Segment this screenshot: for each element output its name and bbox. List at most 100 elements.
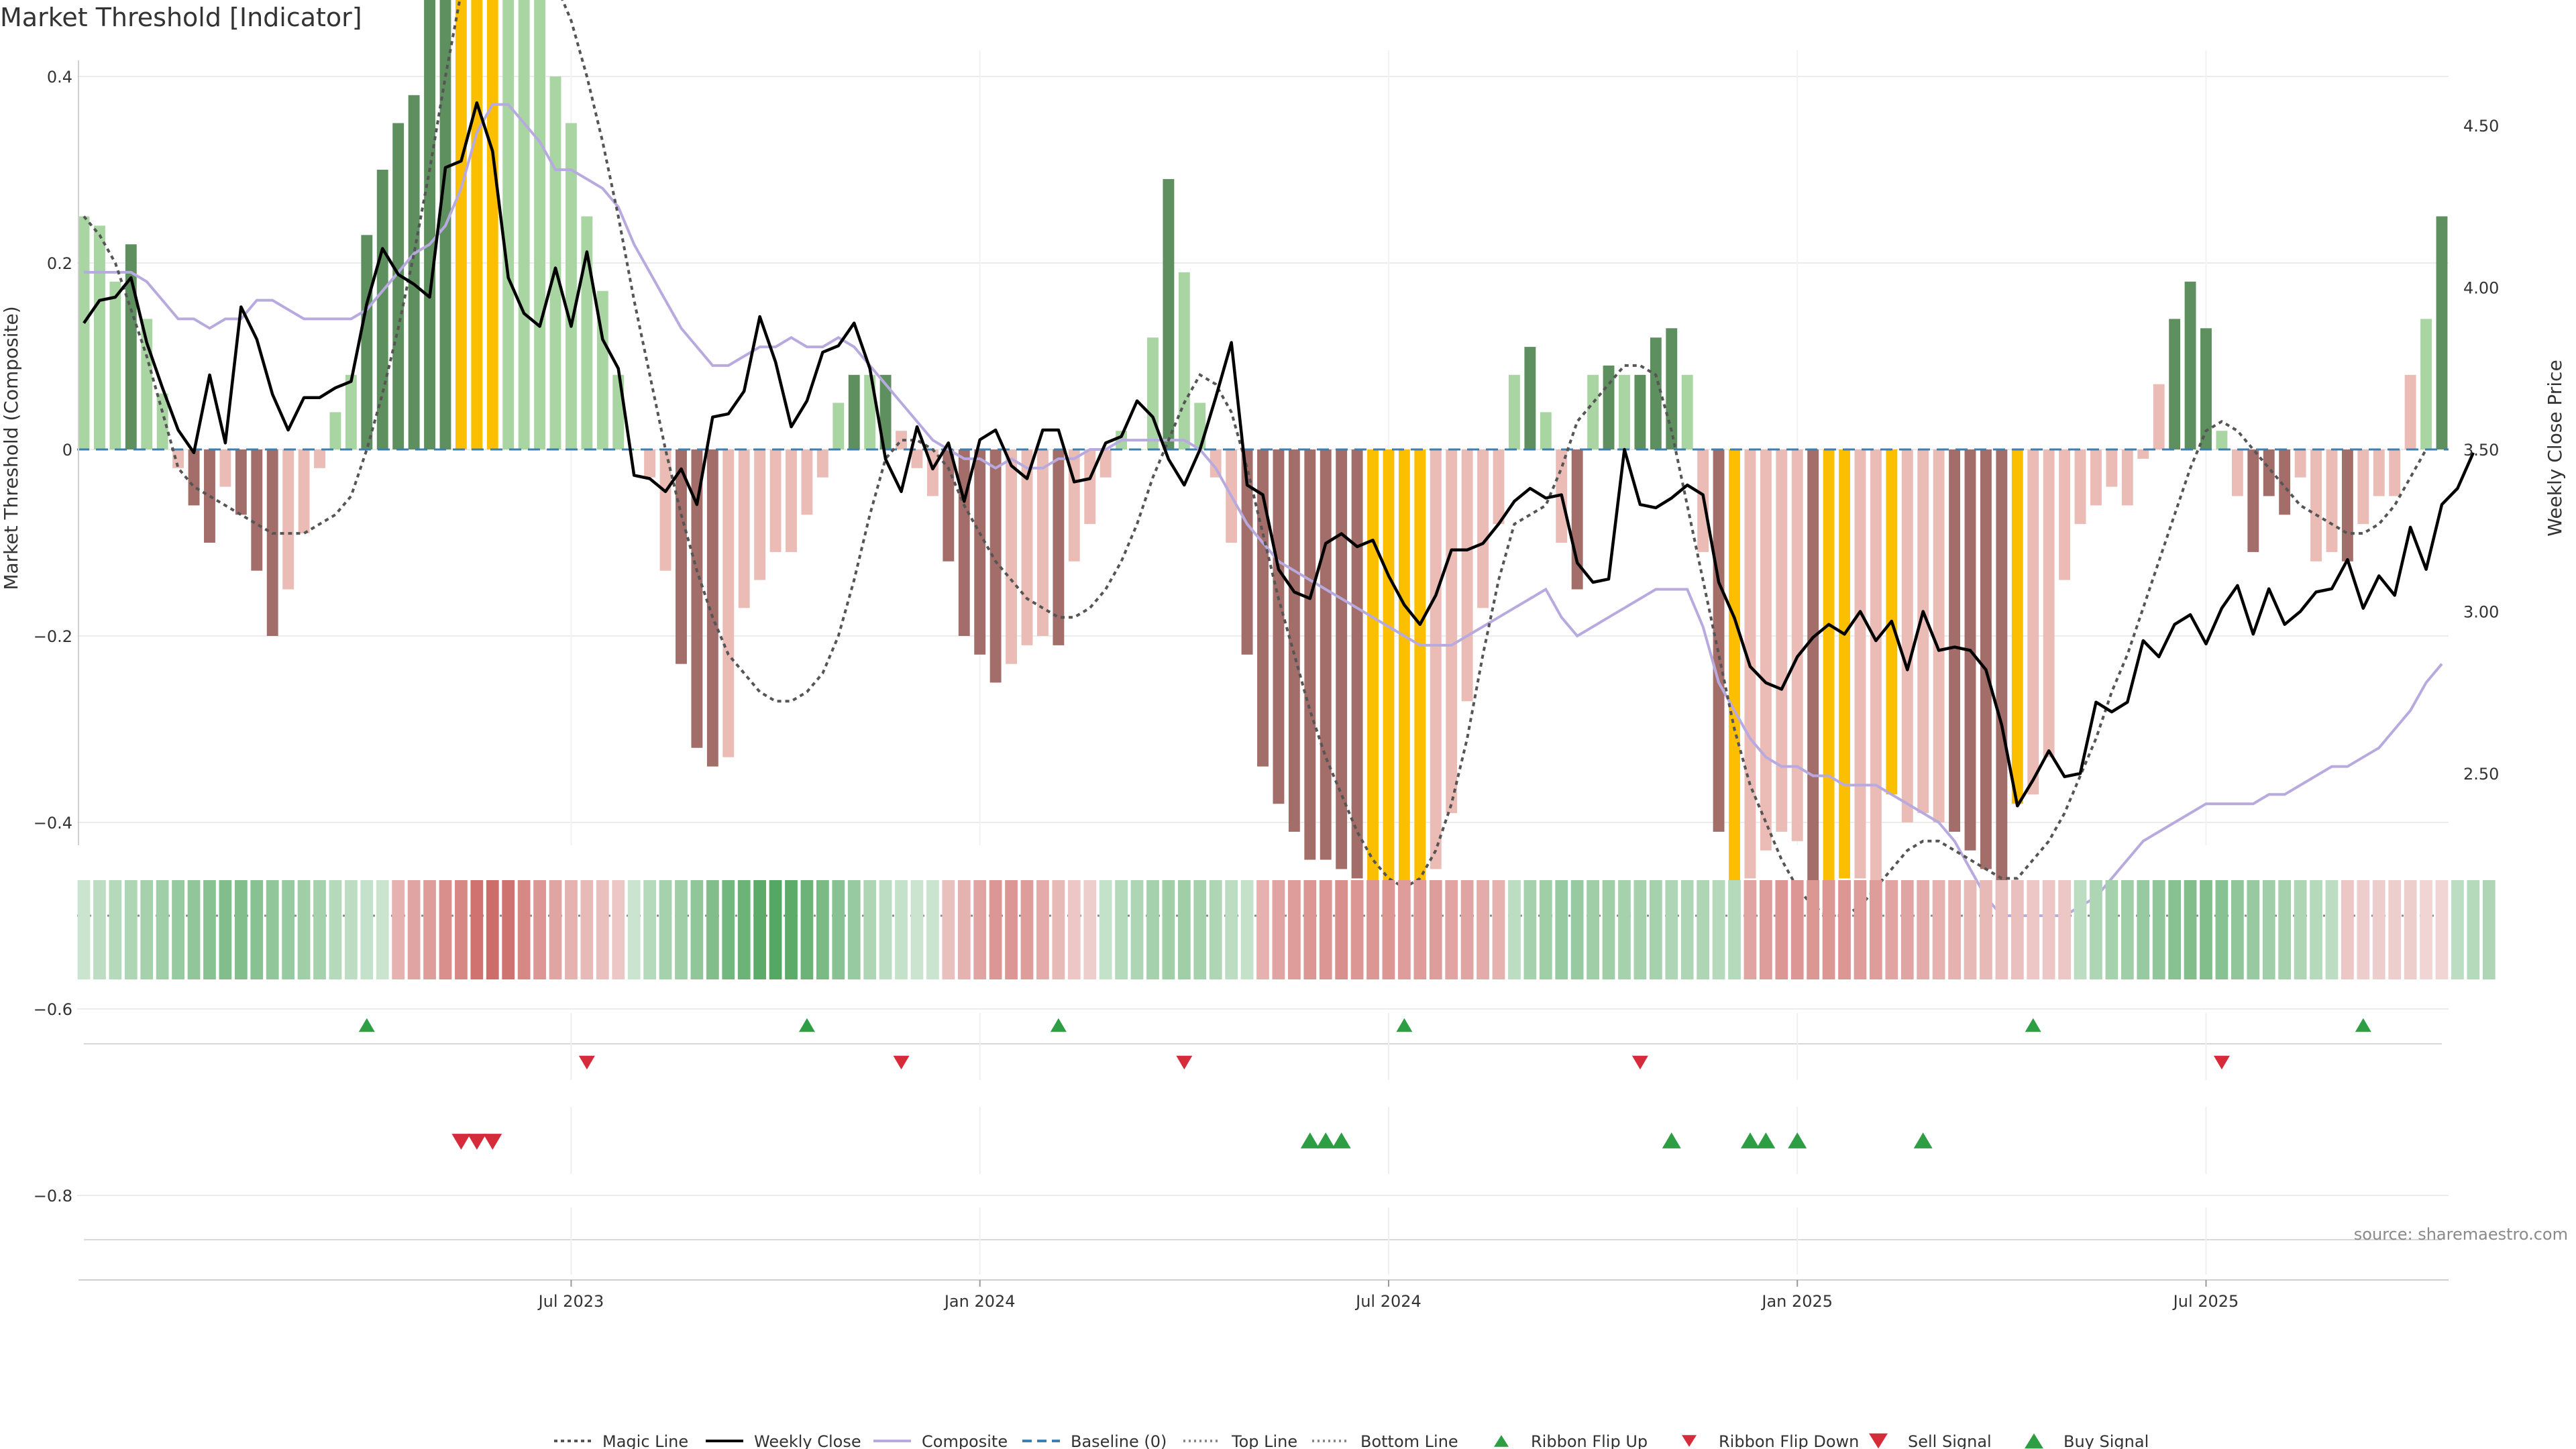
ribbon-cell <box>2231 880 2244 979</box>
ribbon-cell <box>407 880 421 979</box>
composite-bar <box>691 449 703 748</box>
composite-bar <box>2184 281 2196 449</box>
ribbon-cell <box>1083 880 1097 979</box>
ribbon-cell <box>895 880 908 979</box>
legend-item: Weekly Close <box>706 1432 861 1449</box>
x-tick-label: Jul 2024 <box>1354 1292 1421 1311</box>
y-tick-label: 0.4 <box>47 68 72 87</box>
composite-bar <box>219 449 231 487</box>
composite-bar <box>1241 449 1253 655</box>
composite-bar <box>848 374 860 449</box>
composite-bar <box>2200 328 2212 449</box>
composite-bar <box>2404 374 2416 449</box>
y-tick-label: −0.6 <box>34 1000 72 1019</box>
composite-bar <box>2106 449 2118 487</box>
composite-bar <box>235 449 247 515</box>
ribbon-cell <box>1382 880 1395 979</box>
ribbon-cell <box>1005 880 1018 979</box>
ribbon-cell <box>392 880 405 979</box>
composite-bar <box>1634 374 1646 449</box>
ribbon-cell <box>439 880 452 979</box>
legend-item: Baseline (0) <box>1022 1432 1167 1449</box>
ribbon-cell <box>1287 880 1301 979</box>
composite-bar <box>1194 402 1206 449</box>
composite-bar <box>1383 449 1395 934</box>
ribbon-cell <box>2042 880 2055 979</box>
ribbon-cell <box>1680 880 1694 979</box>
legend-label: Sell Signal <box>1908 1432 1992 1449</box>
ribbon-cell <box>1822 880 1835 979</box>
composite-bar <box>879 374 892 449</box>
ribbon-cell <box>1854 880 1867 979</box>
composite-bar <box>1666 328 1678 449</box>
ribbon-cell <box>879 880 892 979</box>
ribbon-flip-down-marker <box>893 1055 910 1070</box>
ribbon-cell <box>93 880 106 979</box>
legend-label: Composite <box>922 1432 1008 1449</box>
ribbon-cell <box>565 880 578 979</box>
ribbon-cell <box>2467 880 2480 979</box>
composite-bar <box>989 449 1002 683</box>
ribbon-cell <box>1036 880 1049 979</box>
ribbon-cell <box>1948 880 1961 979</box>
composite-bar <box>1980 449 1992 869</box>
y-tick-label: 0.2 <box>47 254 72 273</box>
ribbon-cell <box>1838 880 1851 979</box>
y2-tick-label: 4.00 <box>2463 279 2499 298</box>
ribbon-cell <box>1602 880 1615 979</box>
composite-bar <box>251 449 263 571</box>
ribbon-cell <box>1728 880 1741 979</box>
ribbon-strip <box>77 880 2496 979</box>
composite-bar <box>1336 449 1348 869</box>
ribbon-cell <box>1256 880 1269 979</box>
composite-bar <box>1791 449 1803 841</box>
composite-bar <box>2373 449 2385 496</box>
ribbon-cell <box>1209 880 1222 979</box>
composite-bar <box>2137 449 2149 459</box>
sell-signal-marker <box>451 1134 471 1150</box>
x-tick-label: Jul 2025 <box>2172 1292 2239 1311</box>
composite-bar <box>2011 449 2023 804</box>
ribbon-cell <box>1697 880 1710 979</box>
ribbon-cell <box>455 880 468 979</box>
composite-bar <box>502 0 515 449</box>
ribbon-cell <box>800 880 814 979</box>
ribbon-cell <box>1712 880 1725 979</box>
ribbon-cell <box>2010 880 2024 979</box>
ribbon-cell <box>1130 880 1144 979</box>
composite-bar <box>786 449 797 552</box>
legend-label: Buy Signal <box>2063 1432 2149 1449</box>
ribbon-cell <box>973 880 987 979</box>
composite-bar <box>1540 412 1552 449</box>
ribbon-cell <box>1193 880 1207 979</box>
ribbon-cell <box>2090 880 2102 979</box>
composite-bar <box>1430 449 1442 869</box>
ribbon-cell <box>1240 880 1254 979</box>
x-tick-label: Jul 2023 <box>537 1292 604 1311</box>
composite-bar <box>2059 449 2071 580</box>
sell-signal-marker <box>483 1134 502 1150</box>
composite-bar <box>1650 337 1662 449</box>
x-tick-label: Jan 2025 <box>1760 1292 1833 1311</box>
legend-item: Buy Signal <box>2025 1432 2149 1449</box>
composite-bar <box>1587 374 1599 449</box>
composite-bar <box>816 449 828 478</box>
composite-bar <box>392 123 405 449</box>
ribbon-cell <box>1350 880 1364 979</box>
ribbon-cell <box>942 880 955 979</box>
ribbon-cell <box>376 880 389 979</box>
composite-bar <box>676 449 687 664</box>
legend-label: Baseline (0) <box>1071 1432 1167 1449</box>
composite-bar <box>2326 449 2338 552</box>
composite-bar <box>1099 449 1112 478</box>
axes: 0.80.60.40.20−0.2−0.4−0.6−0.84.504.003.5… <box>0 60 2566 1311</box>
y-tick-label: 0 <box>62 441 72 460</box>
composite-bar <box>2294 449 2306 478</box>
ribbon-cell <box>77 880 91 979</box>
composite-bar <box>188 449 200 506</box>
ribbon-cell <box>1162 880 1175 979</box>
ribbon-cell <box>2482 880 2496 979</box>
composite-bar <box>1807 449 1819 888</box>
ribbon-cell <box>910 880 924 979</box>
composite-bar <box>329 412 341 449</box>
